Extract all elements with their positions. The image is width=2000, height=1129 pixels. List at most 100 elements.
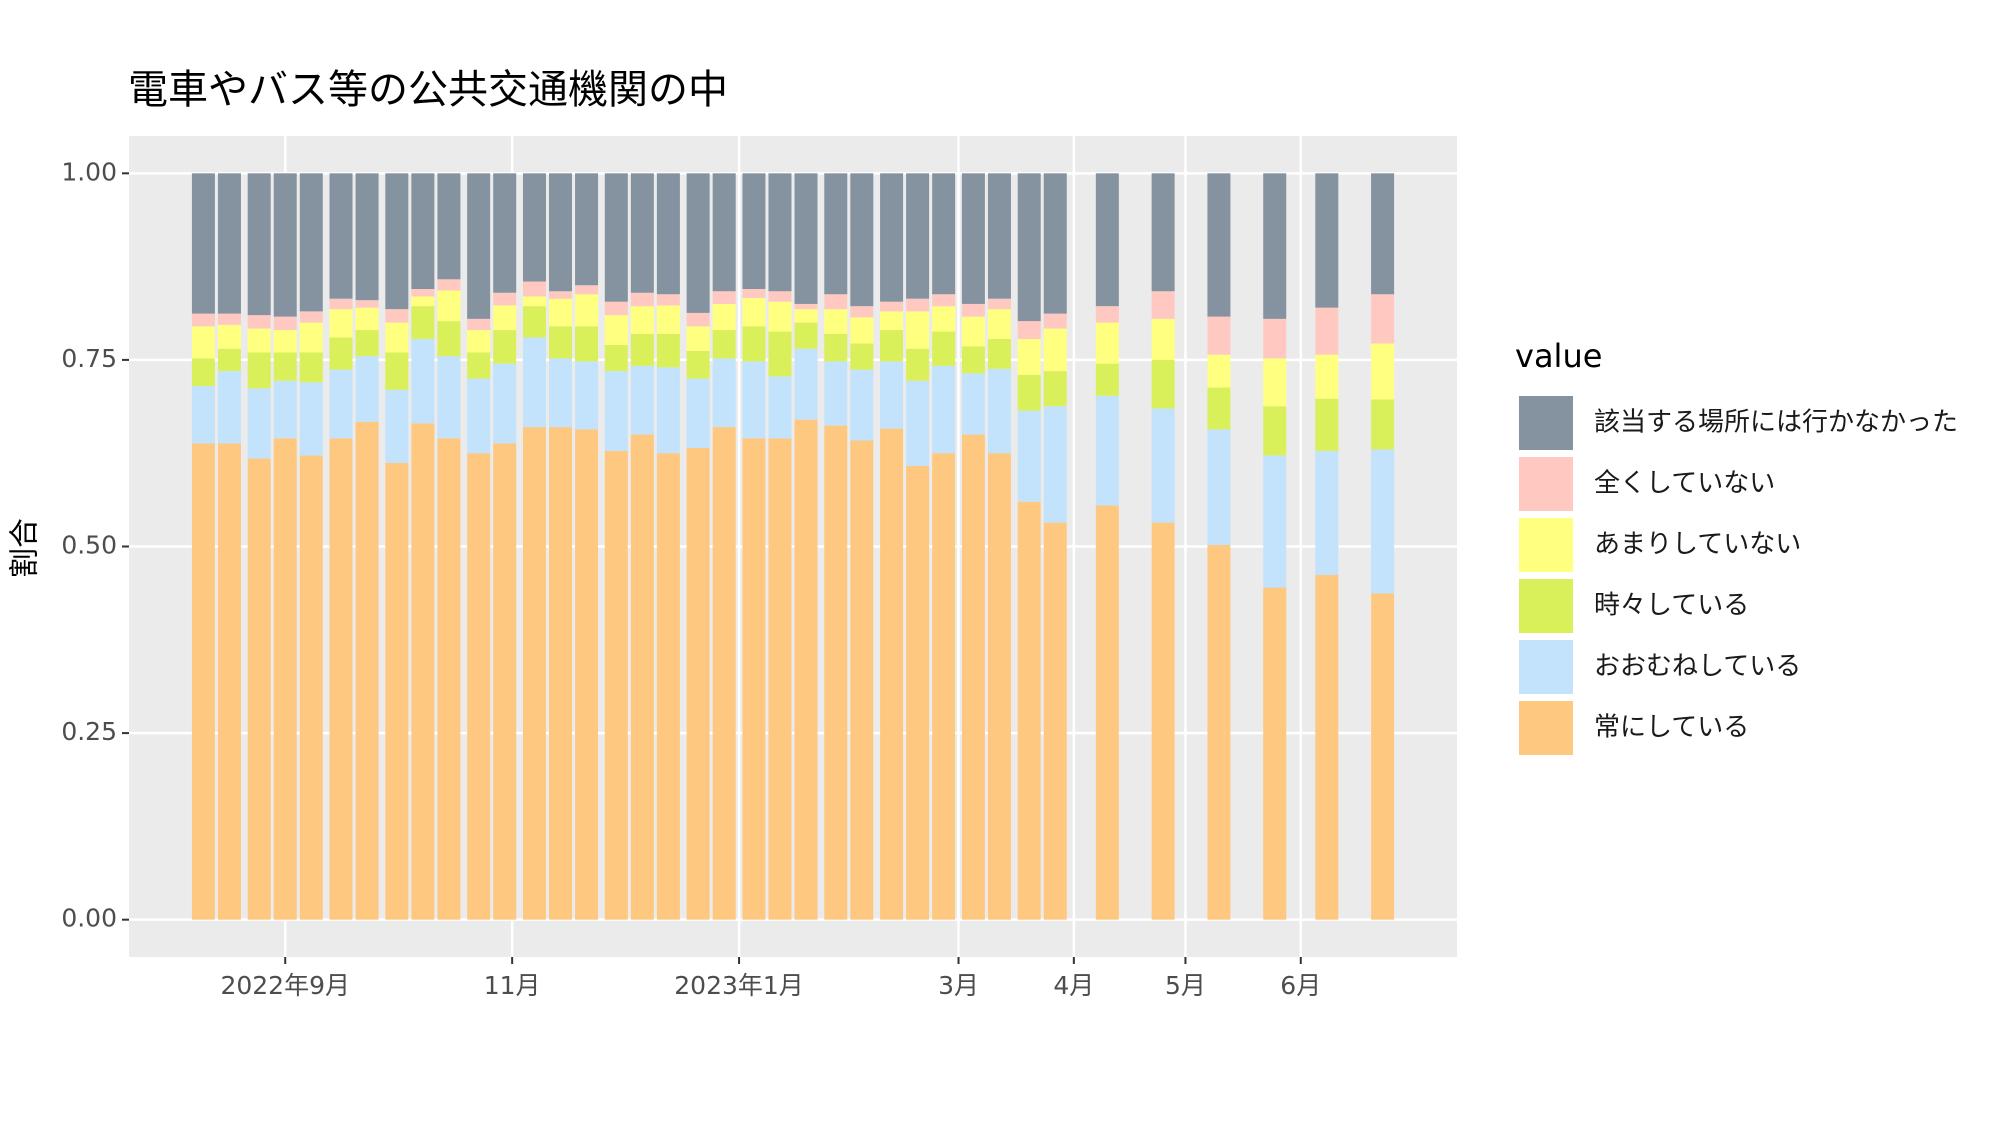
x-tick-label: 4月 <box>1053 971 1094 1000</box>
bar-segment <box>217 443 241 920</box>
bar-segment <box>247 352 271 389</box>
bar-segment <box>217 348 241 372</box>
bar-segment <box>549 326 573 359</box>
bar-segment <box>824 333 848 362</box>
bar-segment <box>385 322 409 353</box>
legend-label: 全くしていない <box>1594 469 1775 499</box>
bar-segment <box>329 309 353 338</box>
bar-segment <box>1263 455 1287 588</box>
bar-segment <box>824 294 848 310</box>
bar-segment <box>1151 359 1175 409</box>
bar-segment <box>906 348 930 381</box>
bar-segment <box>850 173 874 307</box>
bar-segment <box>385 309 409 323</box>
x-tick-label: 6月 <box>1280 971 1321 1000</box>
bar-segment <box>217 313 241 325</box>
bar-segment <box>932 294 956 307</box>
bar-segment <box>712 358 736 428</box>
bar-segment <box>575 285 599 295</box>
bar-segment <box>906 173 930 299</box>
bar-segment <box>932 331 956 366</box>
bar-segment <box>191 358 215 387</box>
bar-segment <box>1017 339 1041 375</box>
bar-segment <box>604 344 628 372</box>
bar-segment <box>411 423 435 920</box>
bar-segment <box>1207 387 1231 430</box>
bar-segment <box>385 173 409 310</box>
bar-segment <box>604 450 628 920</box>
bar-segment <box>1371 449 1395 594</box>
chart-title: 電車やバス等の公共交通機関の中 <box>128 67 728 113</box>
bar-segment <box>794 309 818 323</box>
bar-segment <box>712 303 736 331</box>
bar-segment <box>437 356 461 439</box>
bar-segment <box>575 326 599 362</box>
bar-segment <box>299 322 323 353</box>
bar-segment <box>217 173 241 314</box>
bar-segment <box>247 328 271 353</box>
bar-segment <box>604 173 628 302</box>
bar-segment <box>217 324 241 349</box>
bar-segment <box>987 173 1011 299</box>
bar-segment <box>1017 374 1041 411</box>
bar-segment <box>1043 371 1067 407</box>
bar-segment <box>604 315 628 345</box>
bar-segment <box>656 305 680 334</box>
bar-segment <box>493 363 517 444</box>
bar-segment <box>522 281 546 297</box>
bar-segment <box>768 331 792 377</box>
bar-segment <box>575 429 599 920</box>
bar-segment <box>742 361 766 439</box>
bar-segment <box>385 352 409 390</box>
bar-segment <box>850 343 874 370</box>
bar-segment <box>247 458 271 920</box>
bar-segment <box>850 317 874 344</box>
bar-segment <box>467 378 491 454</box>
bar-segment <box>467 330 491 353</box>
bar-segment <box>1095 363 1119 396</box>
bar-segment <box>656 453 680 920</box>
bar-segment <box>273 352 297 381</box>
bar-segment <box>961 303 985 317</box>
bar-segment <box>686 326 710 351</box>
bar-segment <box>880 311 904 331</box>
bar-segment <box>385 389 409 463</box>
legend-key <box>1517 699 1575 757</box>
bar-segment <box>355 307 379 331</box>
legend-label: 時々している <box>1594 591 1749 621</box>
bar-segment <box>987 309 1011 340</box>
bar-segment <box>411 339 435 424</box>
bar-segment <box>987 453 1011 920</box>
bar-segment <box>1017 321 1041 340</box>
bar-segment <box>880 428 904 920</box>
bar-segment <box>768 291 792 302</box>
bar-segment <box>961 346 985 374</box>
bar-segment <box>686 378 710 448</box>
bar-segment <box>329 173 353 299</box>
y-tick-label: 0.25 <box>61 717 117 746</box>
bar-segment <box>437 279 461 291</box>
bar-segment <box>824 309 848 334</box>
bar-segment <box>273 380 297 439</box>
bar-segment <box>987 368 1011 454</box>
bar-segment <box>247 173 271 316</box>
bar-segment <box>299 173 323 312</box>
bar-segment <box>1043 313 1067 329</box>
bar-segment <box>630 333 654 366</box>
bar-segment <box>329 369 353 439</box>
bar-segment <box>961 173 985 304</box>
bar-segment <box>961 373 985 435</box>
bar-segment <box>880 173 904 302</box>
legend-title: value <box>1515 337 1602 375</box>
legend-key <box>1517 516 1575 574</box>
x-tick-label: 2023年1月 <box>674 971 804 1000</box>
bar-segment <box>493 292 517 306</box>
bar-segment <box>273 316 297 331</box>
bar-segment <box>575 361 599 430</box>
bar-segment <box>1095 505 1119 920</box>
bar-segment <box>656 294 680 306</box>
bar-segment <box>437 321 461 357</box>
y-tick-label: 1.00 <box>61 157 117 186</box>
bar-segment <box>191 326 215 359</box>
